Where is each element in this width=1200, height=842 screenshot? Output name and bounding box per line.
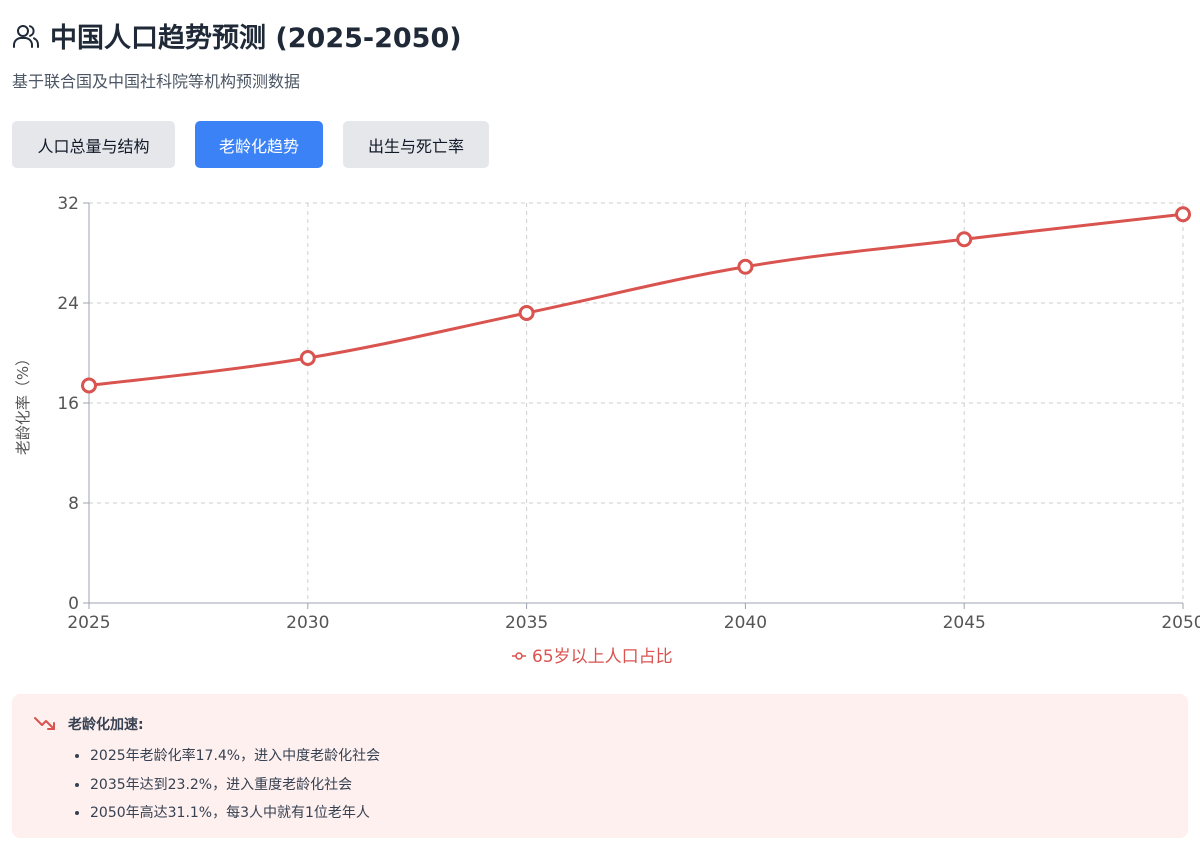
y-tick-label: 16 [57, 394, 79, 414]
data-point [956, 231, 973, 248]
tab-birth-death-rate[interactable]: 出生与死亡率 [343, 121, 489, 168]
aging-rate-line-chart: 0 8 16 24 32 2025 2030 2035 2040 2045 2050 老龄化率（%） 6… [14, 195, 1200, 667]
aging-note-panel: 老龄化加速: 2025年老龄化率17.4%，进入中度老龄化社会 2035年达到2… [12, 694, 1188, 838]
note-list: 2025年老龄化率17.4%，进入中度老龄化社会 2035年达到23.2%，进入… [34, 742, 1166, 828]
x-tick-label: 2025 [67, 613, 110, 633]
x-tick-label: 2035 [505, 613, 548, 633]
y-tick-label: 32 [57, 195, 79, 214]
data-point [299, 350, 316, 366]
tab-bar: 人口总量与结构 老龄化趋势 出生与死亡率 [12, 121, 489, 168]
trending-down-icon [34, 715, 56, 733]
users-icon [12, 22, 40, 50]
tab-aging-trend[interactable]: 老龄化趋势 [195, 121, 323, 168]
page-subtitle: 基于联合国及中国社科院等机构预测数据 [12, 72, 301, 91]
x-tick-label: 2045 [943, 613, 986, 633]
tab-population-structure[interactable]: 人口总量与结构 [12, 121, 175, 168]
data-point [1175, 206, 1191, 223]
list-item: 2025年老龄化率17.4%，进入中度老龄化社会 [90, 742, 1166, 771]
data-point [518, 305, 535, 321]
legend-marker [515, 652, 523, 660]
list-item: 2035年达到23.2%，进入重度老龄化社会 [90, 771, 1166, 800]
list-item: 2050年高达31.1%，每3人中就有1位老年人 [90, 799, 1166, 828]
y-axis-label: 老龄化率（%） [14, 351, 32, 455]
header: 中国人口趋势预测 (2025-2050) [12, 16, 462, 55]
data-point [737, 258, 754, 275]
page-title: 中国人口趋势预测 (2025-2050) [50, 23, 462, 54]
x-tick-label: 2050 [1161, 613, 1200, 633]
note-title: 老龄化加速: [68, 717, 144, 733]
y-tick-label: 24 [57, 294, 79, 314]
y-tick-label: 0 [68, 594, 79, 614]
legend-label: 65岁以上人口占比 [532, 647, 673, 667]
y-tick-label: 8 [68, 494, 79, 514]
x-tick-label: 2030 [286, 613, 329, 633]
series-line [88, 212, 1184, 387]
data-point [81, 377, 97, 394]
x-tick-label: 2040 [724, 613, 767, 633]
